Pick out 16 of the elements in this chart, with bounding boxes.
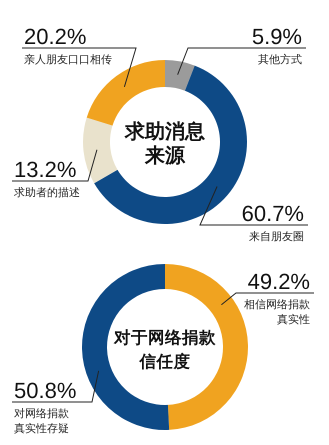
slice-label: 其他方式 (258, 53, 302, 66)
data-label: 50.8% (14, 378, 76, 403)
text: 求助消息来源 (124, 119, 205, 167)
data-label: 60.7% (242, 201, 304, 226)
slice-label: 来自朋友圈 (249, 230, 304, 243)
slice-label: 亲人朋友口口相传 (24, 53, 112, 66)
slice-label: 求助者的描述 (14, 186, 80, 199)
data-label: 20.2% (24, 24, 86, 49)
donut-slice (83, 118, 118, 184)
text: 对于网络捐款信任度 (113, 328, 217, 371)
slice-label: 对网络捐款真实性存疑 (14, 407, 69, 435)
data-label: 49.2% (248, 269, 310, 294)
data-label: 5.9% (252, 24, 302, 49)
slice-label: 相信网络捐款真实性 (244, 298, 310, 326)
donut-slice (165, 60, 195, 91)
data-label: 13.2% (14, 157, 76, 182)
